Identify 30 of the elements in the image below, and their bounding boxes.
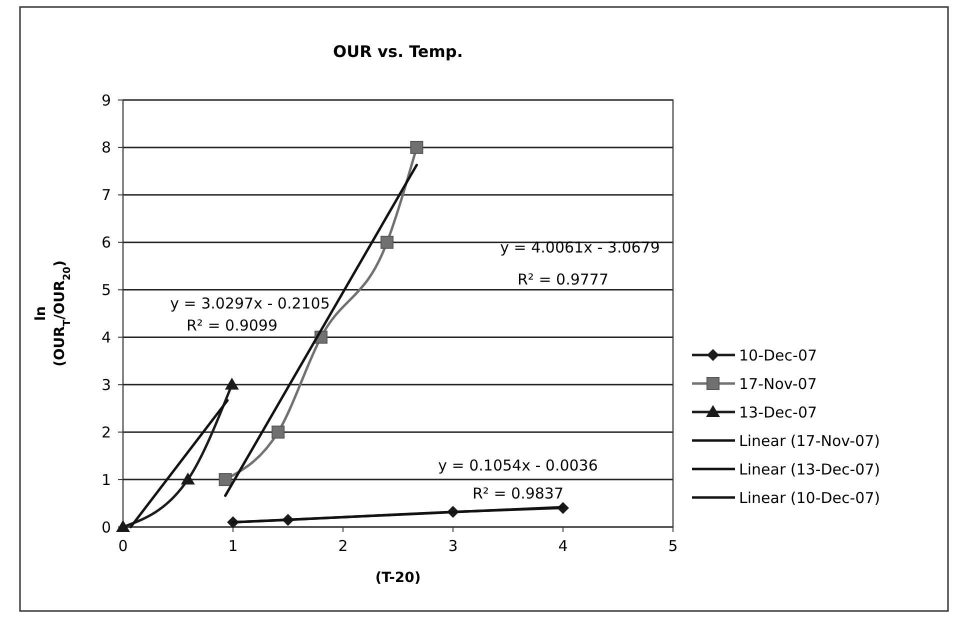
y-tick-label: 7 <box>101 186 111 204</box>
x-axis-title: (T-20) <box>375 570 421 586</box>
legend-label: 13-Dec-07 <box>739 403 818 422</box>
y-tick-label: 0 <box>101 518 111 536</box>
annotation: y = 3.0297x - 0.2105 <box>170 294 330 312</box>
chart-title: OUR vs. Temp. <box>333 42 463 61</box>
y-tick-label: 5 <box>101 281 111 300</box>
y-tick-label: 3 <box>101 376 111 394</box>
y-tick-label: 6 <box>101 234 111 252</box>
x-tick-label: 5 <box>668 537 678 555</box>
x-tick-label: 3 <box>448 537 458 555</box>
y-tick-label: 2 <box>101 423 111 442</box>
y-tick-label: 4 <box>101 328 111 346</box>
y-tick-label: 8 <box>101 138 111 157</box>
legend-label: Linear (10-Dec-07) <box>739 488 880 507</box>
annotation: R² = 0.9837 <box>472 484 564 502</box>
legend-label: 10-Dec-07 <box>739 346 818 364</box>
annotation: y = 4.0061x - 3.0679 <box>500 238 660 256</box>
annotation: R² = 0.9777 <box>517 270 609 288</box>
x-tick-label: 1 <box>228 537 238 555</box>
annotation: y = 0.1054x - 0.0036 <box>438 456 598 474</box>
legend-label: Linear (17-Nov-07) <box>739 432 880 450</box>
legend-label: 17-Nov-07 <box>739 374 817 393</box>
y-tick-label: 9 <box>101 91 111 110</box>
y-tick-label: 1 <box>101 470 111 489</box>
annotation: R² = 0.9099 <box>186 316 278 334</box>
x-tick-label: 0 <box>118 537 128 555</box>
x-tick-label: 4 <box>558 537 568 555</box>
legend-label: Linear (13-Dec-07) <box>739 460 880 478</box>
x-tick-label: 2 <box>338 537 348 555</box>
